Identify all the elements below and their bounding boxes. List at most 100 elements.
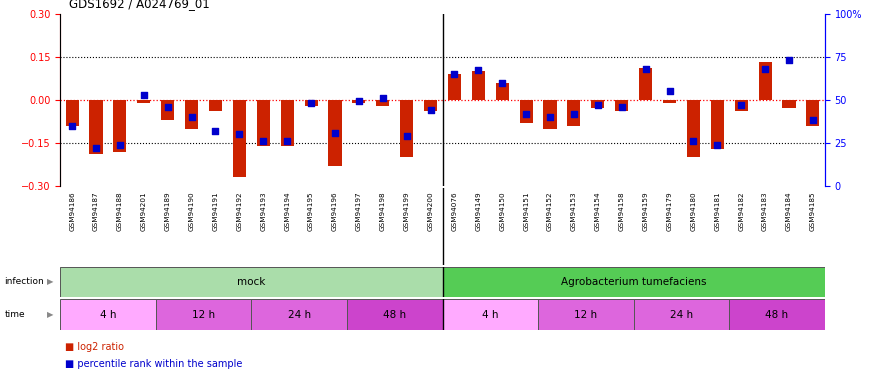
- Text: Agrobacterium tumefaciens: Agrobacterium tumefaciens: [561, 277, 706, 287]
- Text: GSM94150: GSM94150: [499, 191, 505, 231]
- Text: GSM94151: GSM94151: [523, 191, 529, 231]
- Text: 4 h: 4 h: [482, 310, 498, 320]
- Bar: [442, 267, 825, 297]
- Point: [615, 104, 629, 110]
- Text: GSM94191: GSM94191: [212, 191, 219, 231]
- Text: GSM94193: GSM94193: [260, 191, 266, 231]
- Bar: [448, 74, 461, 100]
- Bar: [538, 299, 634, 330]
- Text: 12 h: 12 h: [574, 310, 597, 320]
- Point: [687, 138, 701, 144]
- Point: [448, 71, 462, 77]
- Point: [161, 104, 175, 110]
- Text: GSM94195: GSM94195: [308, 191, 314, 231]
- Point: [782, 57, 796, 63]
- Text: GSM94182: GSM94182: [738, 191, 744, 231]
- Point: [88, 145, 104, 151]
- Bar: [782, 100, 796, 108]
- Point: [376, 95, 390, 101]
- Text: GSM94149: GSM94149: [475, 191, 481, 231]
- Text: 4 h: 4 h: [100, 310, 116, 320]
- Bar: [711, 100, 724, 148]
- Bar: [442, 299, 538, 330]
- Text: 48 h: 48 h: [383, 310, 406, 320]
- Text: GSM94184: GSM94184: [786, 191, 792, 231]
- Text: GSM94200: GSM94200: [427, 191, 434, 231]
- Bar: [400, 100, 413, 157]
- Bar: [615, 100, 628, 111]
- Text: mock: mock: [237, 277, 266, 287]
- Point: [472, 68, 486, 74]
- Text: GDS1692 / A024769_01: GDS1692 / A024769_01: [69, 0, 210, 10]
- Bar: [65, 100, 79, 126]
- Point: [758, 66, 773, 72]
- Bar: [543, 100, 557, 129]
- Point: [543, 114, 558, 120]
- Bar: [735, 100, 748, 111]
- Point: [711, 142, 725, 148]
- Bar: [233, 100, 246, 177]
- Text: GSM94153: GSM94153: [571, 191, 577, 231]
- Text: GSM94188: GSM94188: [117, 191, 123, 231]
- Text: GSM94183: GSM94183: [762, 191, 768, 231]
- Point: [281, 138, 295, 144]
- Text: ■ percentile rank within the sample: ■ percentile rank within the sample: [65, 359, 242, 369]
- Bar: [352, 100, 366, 103]
- Text: 24 h: 24 h: [288, 310, 311, 320]
- Bar: [185, 100, 198, 129]
- Bar: [251, 299, 347, 330]
- Point: [65, 123, 80, 129]
- Bar: [758, 62, 772, 100]
- Text: ▶: ▶: [47, 278, 53, 286]
- Bar: [687, 100, 700, 157]
- Point: [185, 114, 199, 120]
- Text: 24 h: 24 h: [670, 310, 693, 320]
- Bar: [156, 299, 251, 330]
- Text: GSM94201: GSM94201: [141, 191, 147, 231]
- Point: [352, 99, 366, 105]
- Bar: [591, 100, 604, 108]
- Point: [136, 92, 150, 98]
- Text: GSM94158: GSM94158: [619, 191, 625, 231]
- Bar: [729, 299, 825, 330]
- Point: [113, 142, 127, 148]
- Bar: [257, 100, 270, 146]
- Text: GSM94154: GSM94154: [595, 191, 601, 231]
- Point: [591, 102, 605, 108]
- Text: 12 h: 12 h: [192, 310, 215, 320]
- Bar: [519, 100, 533, 123]
- Text: GSM94185: GSM94185: [810, 191, 816, 231]
- Point: [806, 117, 820, 123]
- Text: GSM94190: GSM94190: [189, 191, 195, 231]
- Bar: [806, 100, 820, 126]
- Bar: [472, 71, 485, 100]
- Point: [257, 138, 271, 144]
- Bar: [209, 100, 222, 111]
- Point: [328, 129, 342, 135]
- Point: [735, 102, 749, 108]
- Text: GSM94181: GSM94181: [714, 191, 720, 231]
- Point: [304, 100, 319, 106]
- Text: infection: infection: [4, 278, 44, 286]
- Bar: [424, 100, 437, 111]
- Point: [400, 133, 414, 139]
- Bar: [639, 68, 652, 100]
- Point: [519, 111, 533, 117]
- Text: ■ log2 ratio: ■ log2 ratio: [65, 342, 124, 352]
- Text: GSM94186: GSM94186: [69, 191, 75, 231]
- Text: GSM94076: GSM94076: [451, 191, 458, 231]
- Text: GSM94199: GSM94199: [404, 191, 410, 231]
- Text: GSM94198: GSM94198: [380, 191, 386, 231]
- Bar: [113, 100, 127, 152]
- Bar: [60, 267, 442, 297]
- Bar: [567, 100, 581, 126]
- Point: [424, 107, 438, 113]
- Bar: [89, 100, 103, 154]
- Point: [639, 66, 653, 72]
- Bar: [60, 299, 156, 330]
- Text: GSM94194: GSM94194: [284, 191, 290, 231]
- Text: GSM94196: GSM94196: [332, 191, 338, 231]
- Text: time: time: [4, 310, 25, 319]
- Bar: [281, 100, 294, 146]
- Bar: [137, 100, 150, 103]
